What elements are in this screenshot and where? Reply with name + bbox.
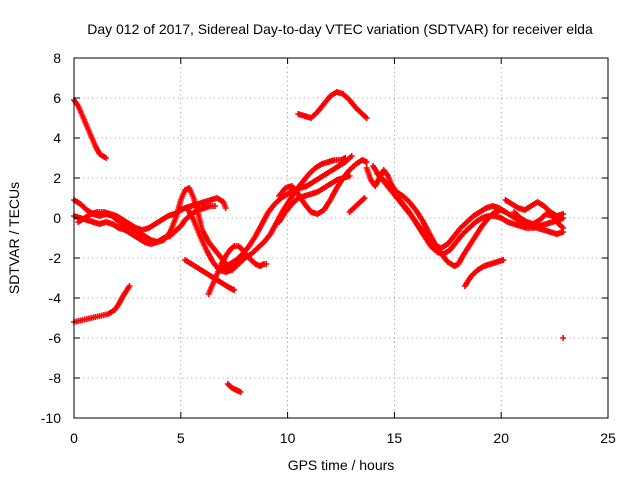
y-tick-label: 8 [53,50,61,66]
data-point [348,153,355,159]
series-track-9 [220,153,355,271]
data-point [346,173,353,179]
data-point [103,155,110,161]
series-track-17 [461,257,507,289]
series-track-21 [560,335,567,341]
series-track-18 [502,197,567,219]
data-point [500,257,507,263]
y-tick-label: -8 [49,370,62,386]
series-track-20 [224,381,244,395]
data-point [361,195,368,201]
series-track-19 [511,209,567,231]
series-track-11 [276,173,353,225]
y-tick-label: 0 [53,210,61,226]
y-tick-label: 6 [53,90,61,106]
data-point [363,115,370,121]
data-point [560,225,567,231]
y-axis-label: SDTVAR / TECUs [6,182,22,294]
x-tick-label: 0 [70,430,78,446]
x-tick-label: 25 [600,430,616,446]
data-point [263,261,270,267]
x-tick-label: 20 [493,430,509,446]
data-point [360,196,367,202]
y-tick-label: -10 [41,410,61,426]
y-tick-label: -6 [49,330,62,346]
x-tick-label: 5 [177,430,185,446]
series-track-13 [346,195,368,215]
series-track-8 [205,243,270,297]
series-track-10 [276,157,370,217]
axis-ticks: 0 5 10 15 20 25 -10 -8 -6 -4 -2 0 2 4 6 8 [41,50,616,446]
series-track-16 [370,163,567,257]
x-tick-label: 10 [280,430,296,446]
y-tick-label: 2 [53,170,61,186]
y-tick-label: 4 [53,130,61,146]
data-point [560,211,567,217]
y-tick-label: -4 [49,290,62,306]
series-track-4 [71,203,218,247]
chart-title: Day 012 of 2017, Sidereal Day-to-day VTE… [87,21,593,37]
data-point [222,205,229,211]
series-track-7 [182,257,238,293]
series-track-1 [71,97,110,161]
data-point [126,283,133,289]
x-axis-label: GPS time / hours [288,457,395,473]
data-point [237,389,244,395]
y-tick-label: -2 [49,250,62,266]
data-points [71,89,567,395]
series-track-5 [75,195,229,233]
data-point [211,203,218,209]
plot-frame [73,57,609,419]
data-point [231,287,238,293]
data-point [560,335,567,341]
series-track-12 [295,89,370,121]
data-point [363,159,370,165]
x-tick-label: 15 [387,430,403,446]
